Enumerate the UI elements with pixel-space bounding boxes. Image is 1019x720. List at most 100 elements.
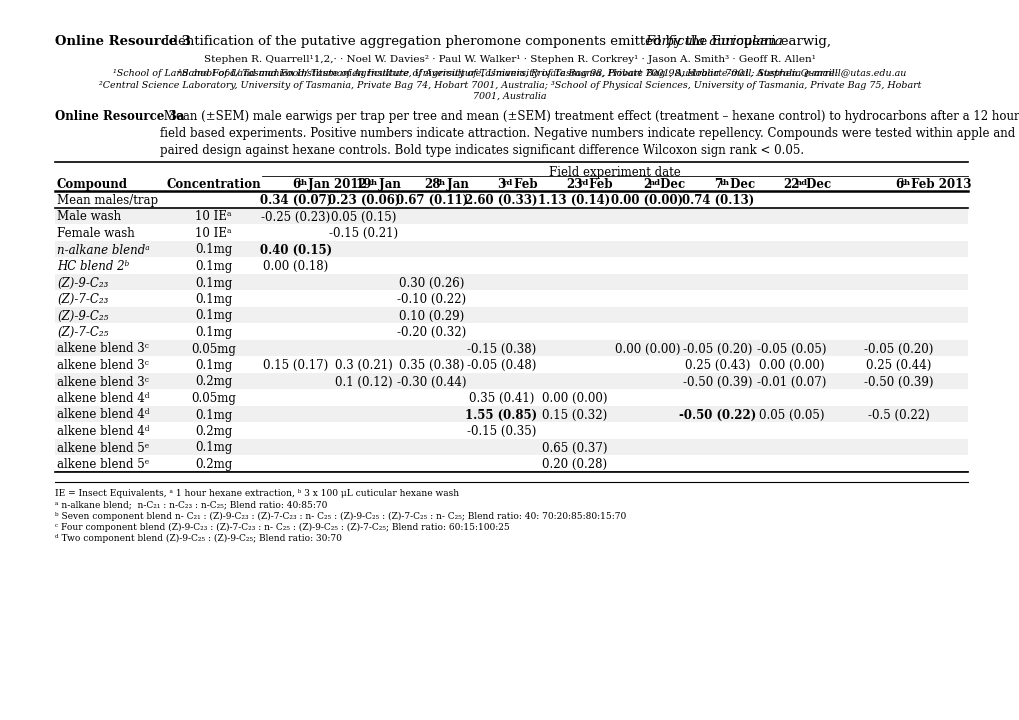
Bar bbox=[55, 372, 967, 389]
Text: Stephen R. Quarrell¹1,2,· · Noel W. Davies² · Paul W. Walker¹ · Stephen R. Corkr: Stephen R. Quarrell¹1,2,· · Noel W. Davi… bbox=[204, 55, 815, 64]
Text: nd: nd bbox=[648, 179, 660, 187]
Text: 0.67 (0.11): 0.67 (0.11) bbox=[395, 194, 468, 207]
Text: -0.50 (0.39): -0.50 (0.39) bbox=[863, 376, 932, 389]
Text: 0.74 (0.13): 0.74 (0.13) bbox=[682, 194, 753, 207]
Text: -0.05 (0.20): -0.05 (0.20) bbox=[683, 343, 752, 356]
Text: (Z)-7-C₂₅: (Z)-7-C₂₅ bbox=[57, 326, 108, 339]
Text: 0.00 (0.18): 0.00 (0.18) bbox=[263, 260, 328, 273]
Text: Mean males/trap: Mean males/trap bbox=[57, 194, 158, 207]
Text: 0.25 (0.44): 0.25 (0.44) bbox=[865, 359, 930, 372]
Text: alkene blend 4ᵈ: alkene blend 4ᵈ bbox=[57, 392, 150, 405]
Text: 19: 19 bbox=[356, 178, 372, 191]
Text: -0.05 (0.20): -0.05 (0.20) bbox=[863, 343, 932, 356]
Text: Identification of the putative aggregation pheromone components emitted by the E: Identification of the putative aggregati… bbox=[160, 35, 835, 48]
Text: 23: 23 bbox=[566, 178, 582, 191]
Text: -0.50 (0.39): -0.50 (0.39) bbox=[683, 376, 752, 389]
Text: -0.50 (0.22): -0.50 (0.22) bbox=[679, 408, 756, 421]
Text: (Z)-9-C₂₅: (Z)-9-C₂₅ bbox=[57, 310, 108, 323]
Text: 0.2mg: 0.2mg bbox=[195, 376, 232, 389]
Text: n-alkane blendᵃ: n-alkane blendᵃ bbox=[57, 243, 150, 256]
Text: Concentration: Concentration bbox=[166, 178, 261, 191]
Text: alkene blend 4ᵈ: alkene blend 4ᵈ bbox=[57, 425, 150, 438]
Text: Feb: Feb bbox=[585, 178, 612, 191]
Text: ᶜ Four component blend (Z)-9-C₂₃ : (Z)-7-C₂₃ : n- C₂₅ : (Z)-9-C₂₅ : (Z)-7-C₂₅; B: ᶜ Four component blend (Z)-9-C₂₃ : (Z)-7… bbox=[55, 523, 510, 531]
Text: 0.35 (0.41): 0.35 (0.41) bbox=[469, 392, 534, 405]
Text: -0.5 (0.22): -0.5 (0.22) bbox=[867, 408, 929, 421]
Bar bbox=[55, 340, 967, 356]
Text: th: th bbox=[718, 179, 729, 187]
Text: 0.1mg: 0.1mg bbox=[195, 310, 232, 323]
Text: alkene blend 5ᵉ: alkene blend 5ᵉ bbox=[57, 458, 149, 471]
Text: 0.00 (0.00): 0.00 (0.00) bbox=[758, 359, 823, 372]
Text: -0.20 (0.32): -0.20 (0.32) bbox=[397, 326, 466, 339]
Text: IE = Insect Equivalents, ᵃ 1 hour hexane extraction, ᵇ 3 x 100 μL cuticular hexa: IE = Insect Equivalents, ᵃ 1 hour hexane… bbox=[55, 490, 459, 498]
Text: 0.40 (0.15): 0.40 (0.15) bbox=[260, 243, 332, 256]
Text: 10 IEᵃ: 10 IEᵃ bbox=[195, 227, 231, 240]
Text: -0.05 (0.05): -0.05 (0.05) bbox=[756, 343, 825, 356]
Text: Male wash: Male wash bbox=[57, 210, 121, 223]
Text: 0.3 (0.21): 0.3 (0.21) bbox=[335, 359, 392, 372]
Text: 0.1mg: 0.1mg bbox=[195, 260, 232, 273]
Text: 7001, Australia: 7001, Australia bbox=[473, 92, 546, 101]
Text: ¹School of Land and Food/ Tasmanian Institute of Agriculture, University of Tasm: ¹School of Land and Food/ Tasmanian Inst… bbox=[113, 69, 906, 78]
Text: 0.1mg: 0.1mg bbox=[195, 326, 232, 339]
Text: 0.23 (0.06): 0.23 (0.06) bbox=[327, 194, 399, 207]
Text: 0.00 (0.00): 0.00 (0.00) bbox=[541, 392, 606, 405]
Bar bbox=[55, 240, 967, 257]
Text: Field experiment date: Field experiment date bbox=[548, 166, 681, 179]
Text: 0.15 (0.32): 0.15 (0.32) bbox=[541, 408, 606, 421]
Text: -0.15 (0.35): -0.15 (0.35) bbox=[467, 425, 536, 438]
Text: -0.30 (0.44): -0.30 (0.44) bbox=[396, 376, 467, 389]
Text: Feb 2013: Feb 2013 bbox=[907, 178, 971, 191]
Text: -0.15 (0.38): -0.15 (0.38) bbox=[467, 343, 536, 356]
Text: 0.2mg: 0.2mg bbox=[195, 425, 232, 438]
Text: alkene blend 5ᵉ: alkene blend 5ᵉ bbox=[57, 441, 149, 454]
Text: 2: 2 bbox=[643, 178, 651, 191]
Text: th: th bbox=[298, 179, 307, 187]
Text: 0.35 (0.38): 0.35 (0.38) bbox=[398, 359, 465, 372]
Text: ᵈ Two component blend (Z)-9-C₂₅ : (Z)-9-C₂₅; Blend ratio: 30:70: ᵈ Two component blend (Z)-9-C₂₅ : (Z)-9-… bbox=[55, 534, 341, 543]
Text: 0.1mg: 0.1mg bbox=[195, 243, 232, 256]
Bar bbox=[55, 207, 967, 224]
Text: 0.05mg: 0.05mg bbox=[191, 392, 235, 405]
Text: 0.1mg: 0.1mg bbox=[195, 359, 232, 372]
Text: Online Resource 3a: Online Resource 3a bbox=[55, 110, 184, 123]
Text: HC blend 2ᵇ: HC blend 2ᵇ bbox=[57, 260, 129, 273]
Bar bbox=[55, 438, 967, 455]
Text: nd: nd bbox=[795, 179, 807, 187]
Text: Forficula auricularia: Forficula auricularia bbox=[645, 35, 783, 48]
Text: 0.00 (0.00): 0.00 (0.00) bbox=[614, 343, 680, 356]
Text: (Z)-9-C₂₃: (Z)-9-C₂₃ bbox=[57, 276, 108, 289]
Text: alkene blend 3ᶜ: alkene blend 3ᶜ bbox=[57, 343, 149, 356]
Text: 0.65 (0.37): 0.65 (0.37) bbox=[541, 441, 606, 454]
Text: Jan: Jan bbox=[442, 178, 468, 191]
Text: 6: 6 bbox=[291, 178, 300, 191]
Text: 0.00 (0.00): 0.00 (0.00) bbox=[610, 194, 683, 207]
Text: 1.55 (0.85): 1.55 (0.85) bbox=[465, 408, 537, 421]
Text: 0.25 (0.43): 0.25 (0.43) bbox=[685, 359, 750, 372]
Text: 0.2mg: 0.2mg bbox=[195, 458, 232, 471]
Text: Female wash: Female wash bbox=[57, 227, 135, 240]
Text: 10 IEᵃ: 10 IEᵃ bbox=[195, 210, 231, 223]
Text: Feb: Feb bbox=[510, 178, 537, 191]
Text: 0.1mg: 0.1mg bbox=[195, 276, 232, 289]
Text: 7: 7 bbox=[713, 178, 721, 191]
Text: th: th bbox=[368, 179, 378, 187]
Text: -0.05 (0.48): -0.05 (0.48) bbox=[467, 359, 536, 372]
Text: rd: rd bbox=[502, 179, 513, 187]
Text: 0.34 (0.07): 0.34 (0.07) bbox=[260, 194, 332, 207]
Text: 6: 6 bbox=[894, 178, 902, 191]
Text: -0.10 (0.22): -0.10 (0.22) bbox=[397, 293, 466, 306]
Text: 0.05 (0.05): 0.05 (0.05) bbox=[758, 408, 823, 421]
Text: Jan 2012: Jan 2012 bbox=[304, 178, 367, 191]
Bar bbox=[55, 405, 967, 422]
Text: th: th bbox=[435, 179, 445, 187]
Text: 0.20 (0.28): 0.20 (0.28) bbox=[541, 458, 606, 471]
Text: alkene blend 4ᵈ: alkene blend 4ᵈ bbox=[57, 408, 150, 421]
Text: ²Central Science Laboratory, University of Tasmania, Private Bag 74, Hobart 7001: ²Central Science Laboratory, University … bbox=[99, 81, 920, 90]
Text: alkene blend 3ᶜ: alkene blend 3ᶜ bbox=[57, 359, 149, 372]
Text: ᵇ Seven component blend n- C₂₁ : (Z)-9-C₂₃ : (Z)-7-C₂₃ : n- C₂₅ : (Z)-9-C₂₅ : (Z: ᵇ Seven component blend n- C₂₁ : (Z)-9-C… bbox=[55, 511, 626, 521]
Text: 0.1 (0.12): 0.1 (0.12) bbox=[335, 376, 392, 389]
Text: Jan: Jan bbox=[374, 178, 400, 191]
Text: 0.30 (0.26): 0.30 (0.26) bbox=[398, 276, 465, 289]
